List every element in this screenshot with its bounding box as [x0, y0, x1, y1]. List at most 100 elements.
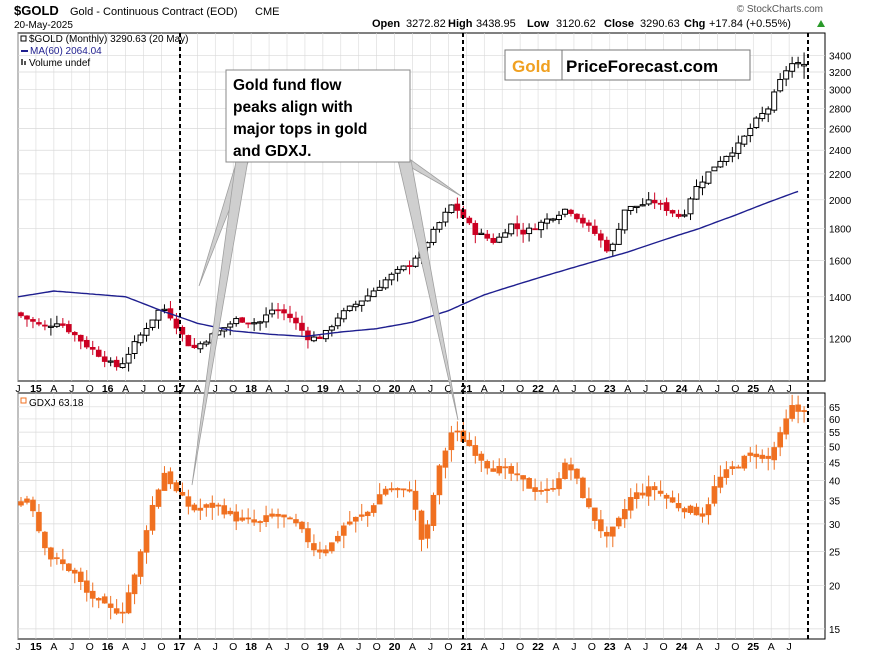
- gdxj-bar-body: [514, 473, 520, 476]
- gdxj-ytick-label: 25: [829, 548, 841, 559]
- legend-gold: $GOLD (Monthly) 3290.63 (20 May): [29, 34, 189, 45]
- gdxj-xtick-label: J: [787, 641, 792, 653]
- gdxj-bar-body: [251, 519, 257, 523]
- gdxj-bar-body: [496, 465, 503, 474]
- gold-bar-body: [651, 199, 658, 204]
- gdxj-bar-body: [645, 486, 652, 497]
- legend-gdxj: GDXJ 63.18: [29, 398, 84, 409]
- gold-xtick-label: 16: [102, 383, 114, 395]
- gdxj-xtick-label: O: [86, 641, 94, 653]
- gold-bar-body: [717, 160, 724, 168]
- gdxj-bar-body: [424, 524, 431, 539]
- gold-xtick-label: O: [444, 383, 452, 395]
- gold-xtick-label: 25: [747, 383, 759, 395]
- gdxj-bar-body: [651, 486, 658, 491]
- gold-bar-body: [580, 217, 586, 224]
- low-label: Low: [527, 18, 549, 30]
- gdxj-bar-body: [364, 511, 371, 517]
- open-value: 3272.82: [406, 18, 446, 30]
- gdxj-xtick-label: J: [571, 641, 576, 653]
- gold-bar-body: [765, 108, 772, 115]
- gdxj-bar-body: [765, 455, 772, 459]
- gdxj-bar-body: [227, 510, 234, 515]
- gdxj-bar-body: [263, 515, 269, 523]
- gold-bar-body: [753, 117, 760, 129]
- logo-word-gold: Gold: [512, 57, 551, 76]
- gdxj-bar-body: [472, 445, 479, 456]
- gold-ytick-label: 3000: [829, 86, 852, 97]
- gdxj-xtick-label: A: [481, 641, 488, 653]
- gdxj-ytick-label: 15: [829, 625, 841, 636]
- gdxj-bar-body: [801, 410, 807, 412]
- gdxj-bar-body: [759, 454, 766, 459]
- gold-bar-body: [771, 91, 778, 111]
- gdxj-bar-body: [77, 571, 84, 582]
- gdxj-legend: GDXJ 63.18: [20, 397, 84, 409]
- gdxj-bar-body: [520, 475, 526, 480]
- gdxj-bar-body: [669, 497, 676, 503]
- gold-bar-body: [801, 63, 808, 67]
- gdxj-xtick-label: O: [731, 641, 739, 653]
- gold-bar-body: [185, 335, 192, 347]
- gold-bar-body: [233, 318, 240, 325]
- gold-bar-body: [317, 336, 323, 340]
- gdxj-bar-body: [753, 453, 760, 458]
- gdxj-xtick-label: 25: [747, 641, 759, 653]
- gdxj-bar-body: [167, 471, 174, 485]
- gdxj-bar-body: [789, 405, 795, 419]
- annotation-text: Gold fund flow peaks align with major to…: [233, 77, 367, 160]
- gold-bar-body: [245, 322, 251, 325]
- gdxj-bar-body: [478, 453, 485, 461]
- gdxj-bar-body: [430, 494, 437, 526]
- gdxj-bar-body: [42, 531, 48, 549]
- logo-box: [504, 49, 751, 81]
- gdxj-xtick-label: 24: [676, 641, 688, 653]
- gold-xtick-label: O: [301, 383, 309, 395]
- gdxj-bar-body: [795, 404, 801, 412]
- gold-bar-body: [143, 328, 150, 336]
- gdxj-bar-body: [131, 574, 138, 595]
- gold-bar-body: [538, 221, 545, 231]
- gdxj-bar-body: [329, 542, 335, 552]
- gold-bar-body: [113, 359, 120, 368]
- gold-ytick-label: 2400: [829, 146, 852, 157]
- gold-xtick-label: 22: [532, 383, 544, 395]
- gold-bar-body: [741, 135, 748, 145]
- gdxj-bar-body: [143, 530, 150, 553]
- gold-bar-body: [430, 228, 437, 243]
- gdxj-bar-body: [771, 447, 778, 461]
- gold-bar-body: [729, 152, 736, 157]
- gold-ytick-label: 3400: [829, 52, 852, 63]
- gold-xtick-label: A: [122, 383, 129, 395]
- gold-bar-body: [496, 236, 503, 243]
- axis-layer: 1200 1400 1600 1800 2000 2200 2400 2600 2800 3000…: [15, 52, 851, 653]
- gdxj-xtick-label: 21: [460, 641, 472, 653]
- gdxj-bar-body: [125, 592, 132, 614]
- gdxj-bar-body: [729, 466, 736, 469]
- gdxj-bar-body: [604, 531, 610, 537]
- gold-bar-body: [257, 321, 264, 324]
- gdxj-bar-body: [269, 513, 275, 517]
- gold-xtick-label: J: [213, 383, 218, 395]
- gold-bar-body: [340, 310, 347, 320]
- gold-bar-body: [693, 186, 700, 200]
- gdxj-bar-body: [36, 511, 42, 532]
- gold-bar-body: [36, 322, 42, 325]
- annotation-line-3: major tops in gold: [233, 121, 367, 138]
- gdxj-legend-icon: [20, 397, 27, 404]
- gdxj-bar-body: [203, 504, 210, 508]
- gold-xtick-label: J: [15, 383, 20, 395]
- gdxj-xtick-label: J: [356, 641, 361, 653]
- gdxj-ytick-label: 20: [829, 581, 841, 592]
- gold-bar-body: [669, 210, 676, 214]
- gold-bar-body: [281, 309, 287, 314]
- gdxj-xtick-label: O: [588, 641, 596, 653]
- gold-legend: $GOLD (Monthly) 3290.63 (20 May) MA(60) …: [20, 34, 189, 69]
- gdxj-xtick-label: J: [715, 641, 720, 653]
- gdxj-bar-body: [448, 432, 455, 451]
- gold-bar-body: [621, 209, 628, 231]
- gdxj-bar-body: [490, 468, 497, 472]
- gdxj-bar-body: [257, 521, 263, 523]
